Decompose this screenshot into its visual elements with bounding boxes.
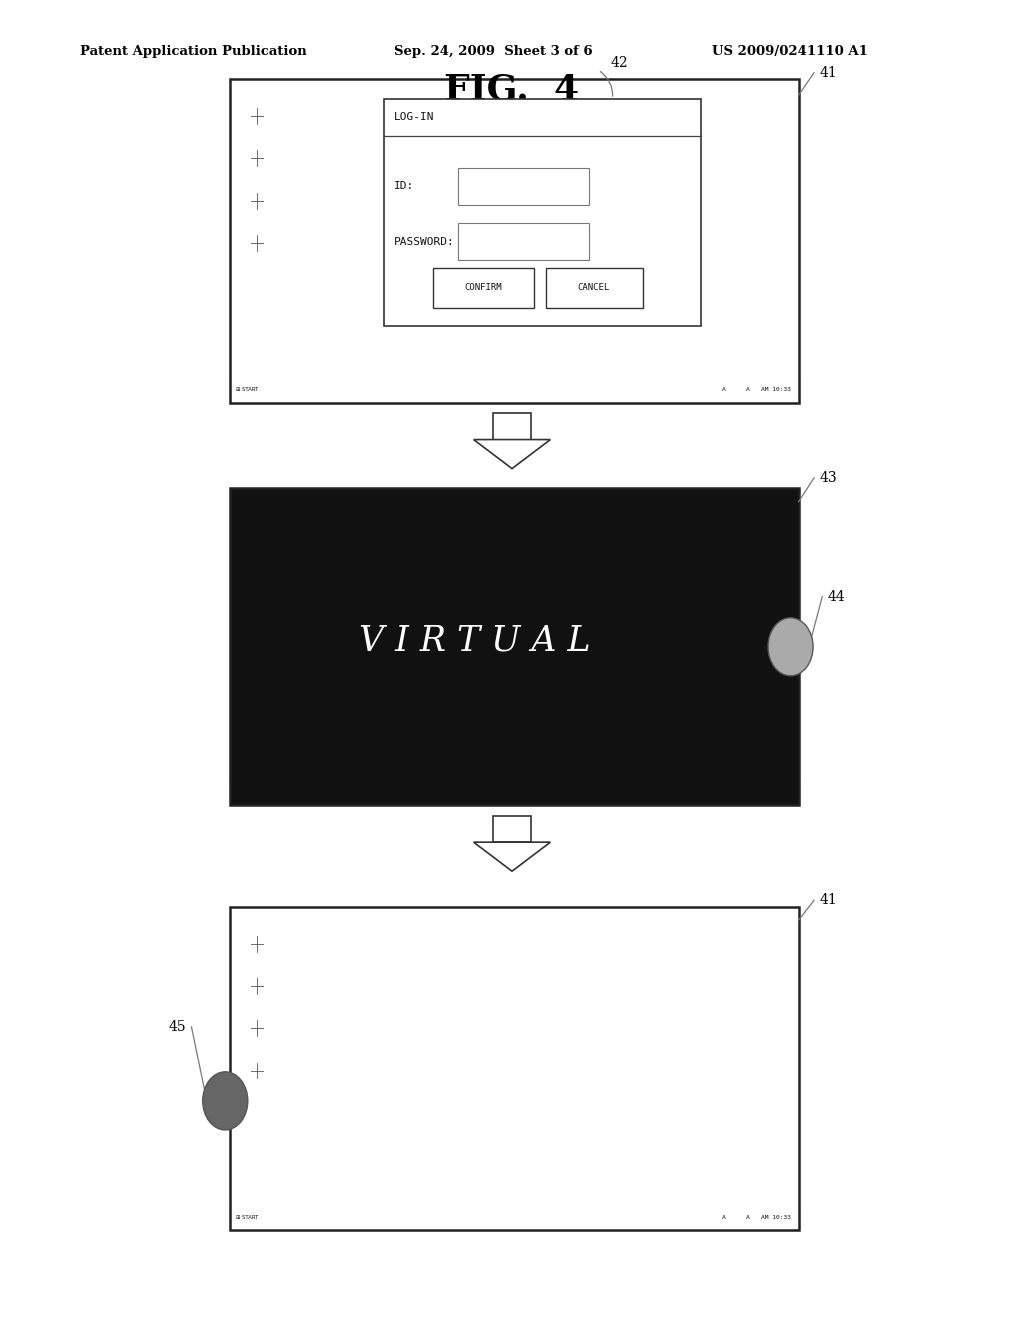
Bar: [230, 907, 799, 1230]
FancyBboxPatch shape: [246, 1014, 268, 1043]
Circle shape: [203, 1072, 248, 1130]
Text: CONFIRM: CONFIRM: [465, 284, 502, 292]
FancyBboxPatch shape: [246, 102, 268, 131]
Bar: [230, 488, 799, 805]
Bar: [546, 268, 643, 308]
Text: 41: 41: [819, 66, 837, 79]
Bar: [493, 413, 531, 440]
Text: 44: 44: [827, 590, 845, 603]
Bar: [230, 1204, 799, 1230]
Text: A: A: [722, 789, 726, 795]
FancyBboxPatch shape: [246, 144, 268, 173]
Bar: [433, 268, 534, 308]
Text: PASSWORD:: PASSWORD:: [394, 236, 455, 247]
Text: 41: 41: [819, 894, 837, 907]
Bar: [324, 784, 334, 801]
Bar: [324, 1209, 334, 1226]
Text: ⊞ START: ⊞ START: [236, 1214, 258, 1220]
FancyBboxPatch shape: [246, 929, 268, 958]
Text: 42: 42: [610, 57, 628, 70]
Bar: [284, 1209, 294, 1226]
Polygon shape: [473, 842, 551, 871]
Text: CANCEL: CANCEL: [578, 284, 610, 292]
FancyBboxPatch shape: [246, 972, 268, 1001]
Text: 43: 43: [819, 471, 837, 484]
Bar: [233, 781, 276, 803]
Bar: [458, 223, 589, 260]
Bar: [233, 379, 276, 400]
Bar: [310, 1209, 321, 1226]
Bar: [297, 381, 307, 399]
Bar: [384, 99, 701, 326]
Bar: [284, 381, 294, 399]
Bar: [284, 784, 294, 801]
Text: A: A: [722, 1214, 726, 1220]
Bar: [310, 381, 321, 399]
Bar: [297, 1209, 307, 1226]
Bar: [230, 779, 799, 805]
Bar: [233, 1206, 276, 1228]
Text: A: A: [722, 387, 726, 392]
Bar: [230, 79, 799, 403]
Text: Patent Application Publication: Patent Application Publication: [80, 45, 306, 58]
FancyBboxPatch shape: [246, 186, 268, 215]
FancyBboxPatch shape: [246, 1056, 268, 1085]
Bar: [230, 376, 799, 403]
Bar: [324, 381, 334, 399]
Text: A   AM 10:33: A AM 10:33: [745, 789, 791, 795]
Bar: [297, 784, 307, 801]
Polygon shape: [473, 440, 551, 469]
Text: ⊞ START: ⊞ START: [236, 789, 258, 795]
Text: A   AM 10:33: A AM 10:33: [745, 387, 791, 392]
Circle shape: [768, 618, 813, 676]
Text: V I R T U A L: V I R T U A L: [359, 623, 591, 657]
Text: ID:: ID:: [394, 181, 415, 191]
Text: US 2009/0241110 A1: US 2009/0241110 A1: [712, 45, 867, 58]
Text: LOG-IN: LOG-IN: [394, 112, 435, 123]
Text: 45: 45: [169, 1020, 186, 1034]
Bar: [310, 784, 321, 801]
Text: FIG.  4: FIG. 4: [444, 73, 580, 107]
Text: Sep. 24, 2009  Sheet 3 of 6: Sep. 24, 2009 Sheet 3 of 6: [394, 45, 593, 58]
FancyBboxPatch shape: [246, 228, 268, 257]
Bar: [458, 168, 589, 205]
Bar: [493, 816, 531, 842]
Text: ⊞ START: ⊞ START: [236, 387, 258, 392]
Text: A   AM 10:33: A AM 10:33: [745, 1214, 791, 1220]
